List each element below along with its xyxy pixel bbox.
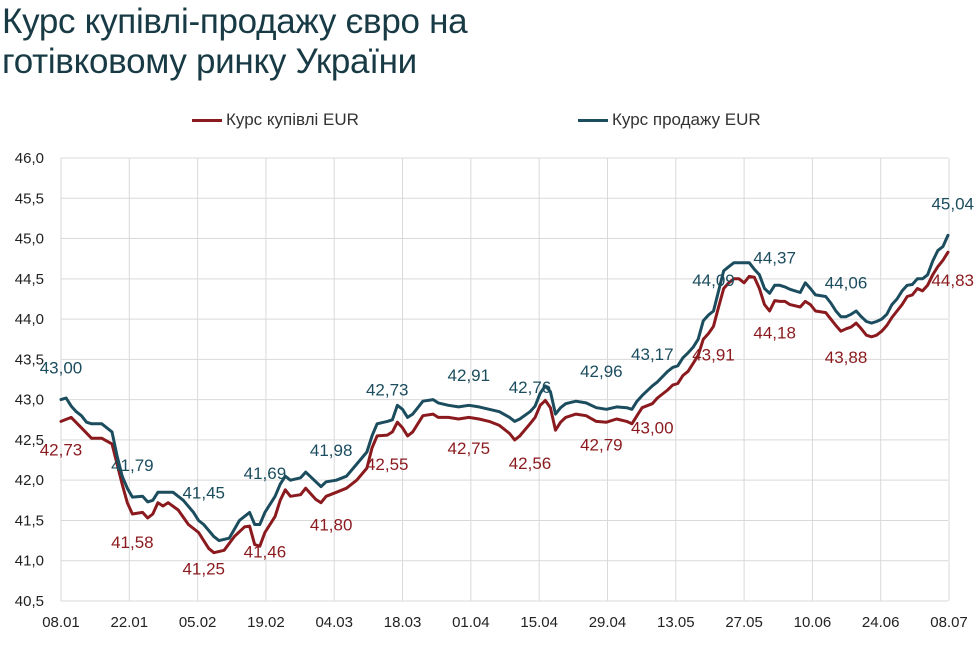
y-tick-label: 41,5	[15, 512, 44, 529]
data-label-sell: 42,73	[366, 380, 409, 399]
data-label-buy: 42,73	[40, 440, 83, 459]
data-label-sell: 43,17	[631, 345, 674, 364]
x-tick-label: 08.01	[42, 614, 80, 631]
x-tick-label: 22.01	[111, 614, 149, 631]
data-label-buy: 44,18	[753, 324, 796, 343]
legend-label-sell: Курс продажу EUR	[612, 110, 761, 129]
y-tick-label: 43,5	[15, 351, 44, 368]
y-tick-label: 40,5	[15, 593, 44, 610]
y-tick-label: 46,0	[15, 150, 44, 167]
y-tick-label: 41,0	[15, 553, 44, 570]
data-label-buy: 41,80	[310, 515, 353, 534]
chart-legend: Курс купівлі EUR Курс продажу EUR	[0, 110, 980, 134]
data-label-sell: 42,76	[509, 378, 552, 397]
x-tick-label: 15.04	[520, 614, 558, 631]
data-label-buy: 41,25	[182, 560, 225, 579]
chart-title-line-2: готівковому ринку України	[2, 42, 417, 81]
data-label-sell: 43,00	[40, 359, 83, 378]
y-tick-label: 45,5	[15, 190, 44, 207]
y-tick-label: 42,0	[15, 472, 44, 489]
data-label-sell: 41,79	[111, 456, 154, 475]
x-tick-label: 29.04	[589, 614, 627, 631]
series-line-sell	[59, 233, 950, 543]
x-tick-label: 18.03	[384, 614, 422, 631]
data-label-buy: 44,83	[931, 271, 974, 290]
legend-item-sell[interactable]: Курс продажу EUR	[578, 110, 761, 130]
data-label-sell: 42,96	[580, 362, 623, 381]
legend-item-buy[interactable]: Курс купівлі EUR	[192, 110, 359, 130]
data-label-buy: 42,75	[448, 439, 491, 458]
x-tick-label: 27.05	[725, 614, 763, 631]
legend-swatch-buy	[192, 118, 222, 122]
data-label-sell: 41,69	[244, 464, 287, 483]
data-label-sell: 44,37	[753, 248, 796, 267]
data-label-buy: 43,00	[631, 419, 674, 438]
data-label-buy: 43,91	[692, 345, 735, 364]
data-label-sell: 41,98	[310, 441, 353, 460]
x-tick-label: 19.02	[247, 614, 285, 631]
data-label-buy: 41,58	[111, 533, 154, 552]
series-line-buy	[59, 250, 950, 555]
y-tick-label: 42,5	[15, 432, 44, 449]
x-tick-label: 08.07	[930, 614, 968, 631]
x-tick-label: 05.02	[179, 614, 217, 631]
legend-label-buy: Курс купівлі EUR	[226, 110, 359, 129]
y-tick-label: 44,0	[15, 311, 44, 328]
y-tick-label: 45,0	[15, 231, 44, 248]
data-label-buy: 43,88	[825, 348, 868, 367]
x-tick-label: 24.06	[862, 614, 900, 631]
data-label-sell: 42,91	[448, 366, 491, 385]
data-label-buy: 41,46	[244, 543, 287, 562]
data-label-buy: 42,55	[366, 455, 409, 474]
x-tick-label: 04.03	[315, 614, 353, 631]
data-label-buy: 42,56	[509, 454, 552, 473]
legend-swatch-sell	[578, 118, 608, 122]
chart-title: Курс купівлі-продажу євро на готівковому…	[2, 2, 468, 82]
x-tick-label: 10.06	[794, 614, 832, 631]
data-label-sell: 44,06	[825, 273, 868, 292]
data-label-buy: 42,79	[580, 436, 623, 455]
y-tick-label: 43,0	[15, 392, 44, 409]
x-tick-label: 01.04	[452, 614, 490, 631]
x-tick-label: 13.05	[657, 614, 695, 631]
y-tick-label: 44,5	[15, 271, 44, 288]
data-label-sell: 44,09	[692, 271, 735, 290]
data-label-sell: 41,45	[182, 483, 225, 502]
data-label-sell: 45,04	[931, 194, 974, 213]
chart-title-line-1: Курс купівлі-продажу євро на	[2, 2, 468, 41]
